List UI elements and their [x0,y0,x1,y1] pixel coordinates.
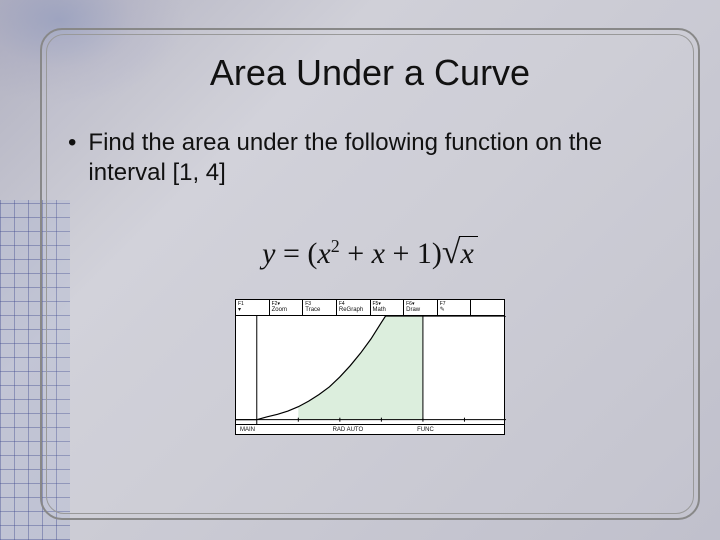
calc-menu-bar: F1▾F2▾ZoomF3TraceF4ReGraphF5▾MathF6▾Draw… [236,300,504,316]
eq-close: ) [432,237,442,270]
eq-radicand: x [459,236,478,271]
calc-plot-area [236,316,504,424]
bullet-text: Find the area under the following functi… [88,128,680,188]
status-center: RAD AUTO [305,427,392,433]
calc-menu-item [471,300,504,315]
calc-menu-item: F4ReGraph [337,300,371,315]
calc-plot-svg [236,316,506,424]
eq-x2: x [317,237,330,270]
calc-menu-item: F2▾Zoom [270,300,304,315]
eq-equals: = ( [283,237,317,270]
calc-menu-item: F5▾Math [371,300,405,315]
eq-const: 1 [417,237,432,270]
calc-menu-item: F7✎ [438,300,472,315]
equation: y = (x2 + x + 1)√x [60,236,680,271]
status-right: FUNC [391,427,460,433]
bullet-item: • Find the area under the following func… [60,128,680,188]
calc-status-bar: MAIN RAD AUTO FUNC [236,424,504,434]
calc-menu-item: F1▾ [236,300,270,315]
calc-menu-item: F3Trace [303,300,337,315]
calc-menu-item: F6▾Draw [404,300,438,315]
eq-plus2: + [385,237,417,270]
status-left: MAIN [236,427,305,433]
slide-title: Area Under a Curve [60,52,680,94]
eq-plus1: + [340,237,372,270]
eq-sqrt: √x [442,236,478,271]
calculator-screenshot: F1▾F2▾ZoomF3TraceF4ReGraphF5▾MathF6▾Draw… [235,299,505,435]
slide-content: Area Under a Curve • Find the area under… [60,40,680,500]
eq-lhs: y [262,237,275,270]
bullet-marker: • [68,128,76,158]
eq-x1: x [372,237,385,270]
eq-exp: 2 [331,236,340,256]
